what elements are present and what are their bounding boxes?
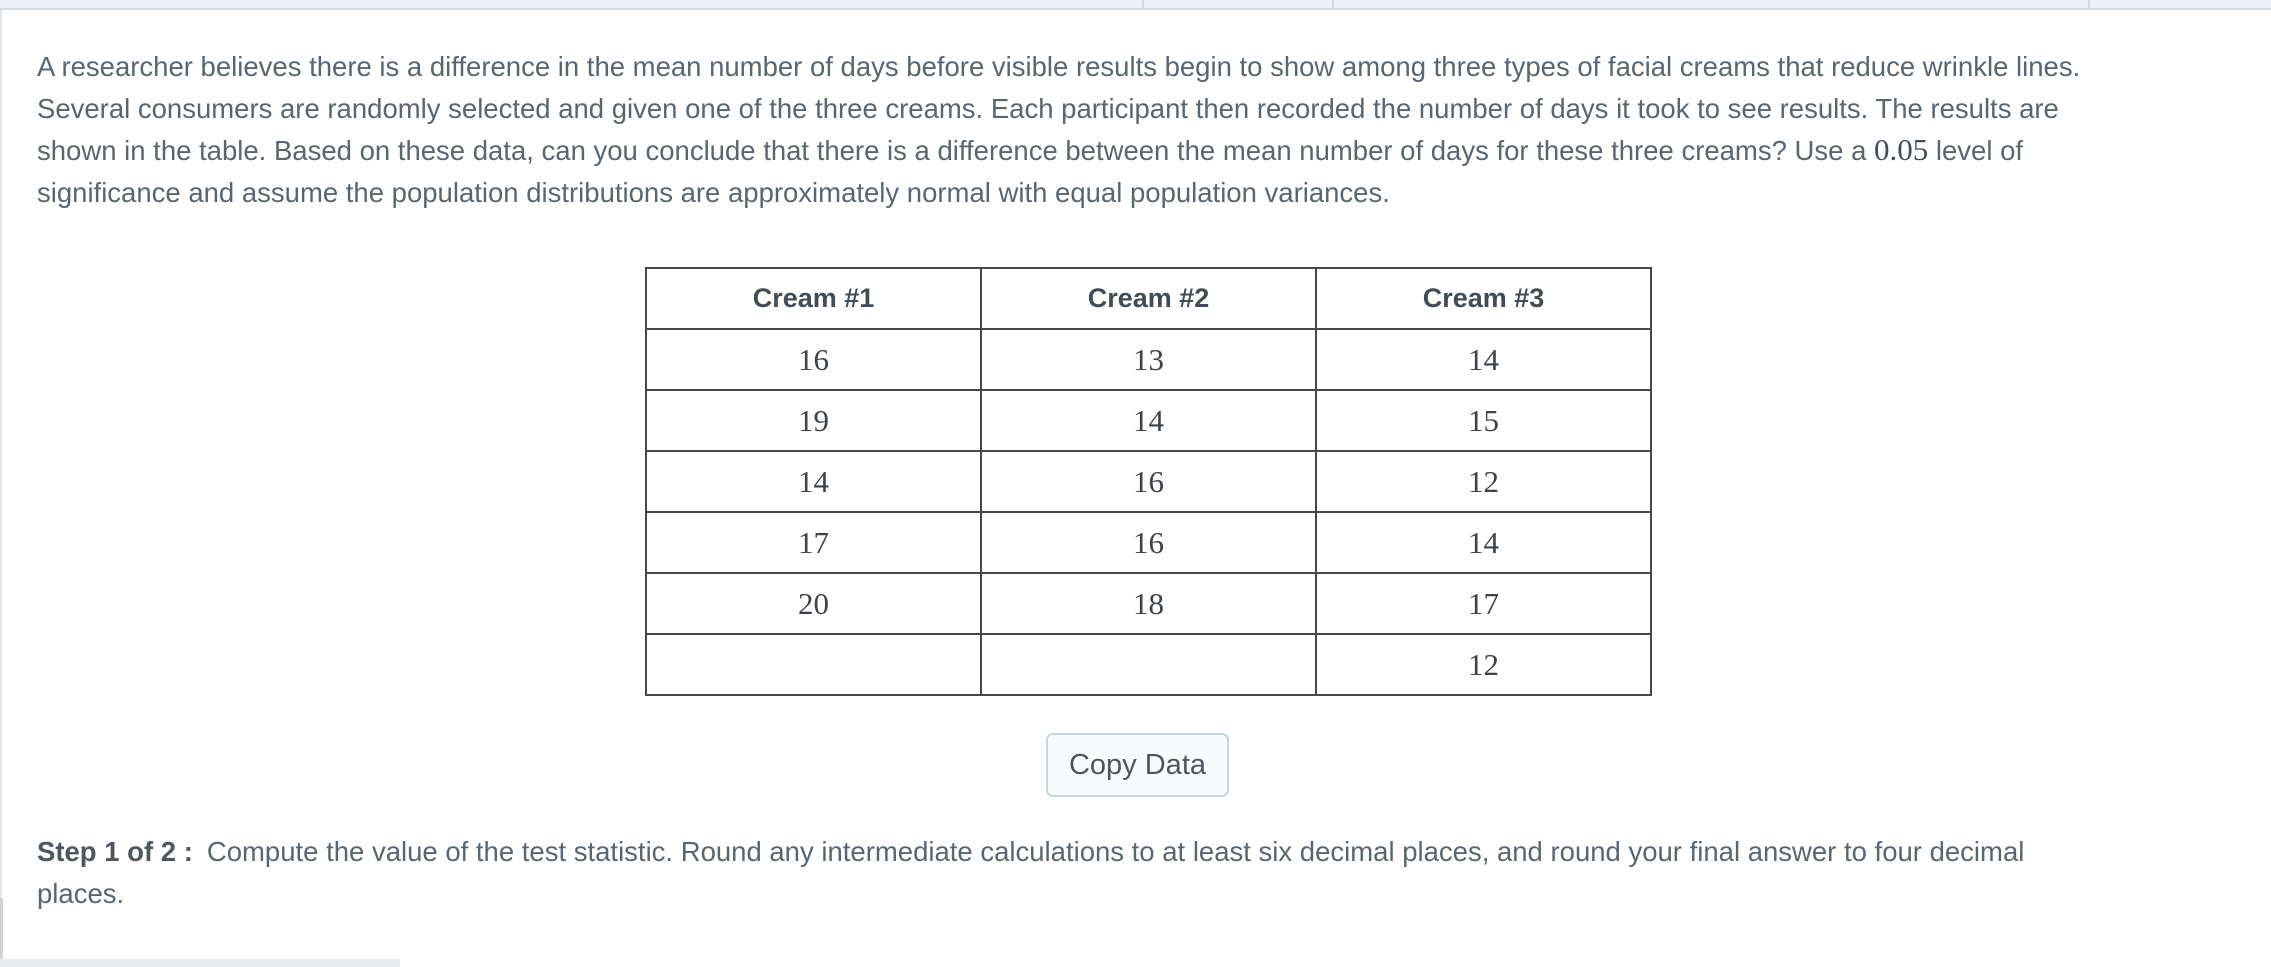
data-table: Cream #1 Cream #2 Cream #3 16 13 14 19 1… — [645, 267, 1652, 696]
table-cell: 18 — [980, 572, 1317, 635]
problem-statement: A researcher believes there is a differe… — [37, 46, 2080, 213]
problem-line-3-tail: level of — [1928, 135, 2024, 166]
significance-level-value: 0.05 — [1874, 132, 1929, 167]
step-label: Step 1 of 2 : — [37, 836, 193, 867]
table-cell: 19 — [645, 389, 982, 452]
table-cell: 14 — [645, 450, 982, 513]
top-bar-divider — [2088, 0, 2090, 8]
table-cell: 12 — [1315, 633, 1652, 696]
table-header-cream-1: Cream #1 — [645, 267, 982, 330]
top-bar-divider — [1142, 0, 1144, 8]
table-row: 20 18 17 — [645, 572, 1652, 635]
top-bar-divider — [1332, 0, 1334, 8]
problem-line-2: Several consumers are randomly selected … — [37, 92, 2059, 124]
panel-left-border-segment — [0, 898, 3, 960]
table-row: 12 — [645, 633, 1652, 696]
table-cell: 14 — [1315, 328, 1652, 391]
step-line-2: places. — [37, 877, 125, 909]
step-text: Compute the value of the test statistic.… — [206, 836, 2025, 867]
table-cell: 16 — [980, 511, 1317, 574]
problem-line-1: A researcher believes there is a differe… — [37, 51, 2081, 82]
table-header-row: Cream #1 Cream #2 Cream #3 — [645, 267, 1652, 330]
table-header-cream-2: Cream #2 — [980, 267, 1317, 330]
table-cell: 17 — [645, 511, 982, 574]
problem-line-3: shown in the table. Based on these data,… — [37, 129, 2080, 172]
table-row: 16 13 14 — [645, 328, 1652, 391]
table-cell: 13 — [980, 328, 1317, 391]
problem-line-4: significance and assume the population d… — [37, 176, 1390, 208]
copy-data-button[interactable]: Copy Data — [1046, 733, 1229, 797]
table-cell — [645, 633, 982, 696]
table-row: 19 14 15 — [645, 389, 1652, 452]
table-header-cream-3: Cream #3 — [1315, 267, 1652, 330]
table-cell: 14 — [1315, 511, 1652, 574]
table-row: 14 16 12 — [645, 450, 1652, 513]
step-line-1: Step 1 of 2 : Compute the value of the te… — [37, 831, 2024, 873]
bottom-cropped-element — [0, 959, 400, 967]
table-cell: 17 — [1315, 572, 1652, 635]
top-bar — [0, 0, 2271, 10]
table-cell: 16 — [980, 450, 1317, 513]
table-row: 17 16 14 — [645, 511, 1652, 574]
table-cell: 12 — [1315, 450, 1652, 513]
table-cell: 20 — [645, 572, 982, 635]
panel-left-border — [0, 10, 2, 957]
table-cell: 14 — [980, 389, 1317, 452]
table-cell: 15 — [1315, 389, 1652, 452]
table-cell: 16 — [645, 328, 982, 391]
problem-line-3-text: shown in the table. Based on these data,… — [37, 135, 1875, 166]
step-instructions: Step 1 of 2 : Compute the value of the te… — [37, 831, 2024, 914]
table-cell — [980, 633, 1317, 696]
